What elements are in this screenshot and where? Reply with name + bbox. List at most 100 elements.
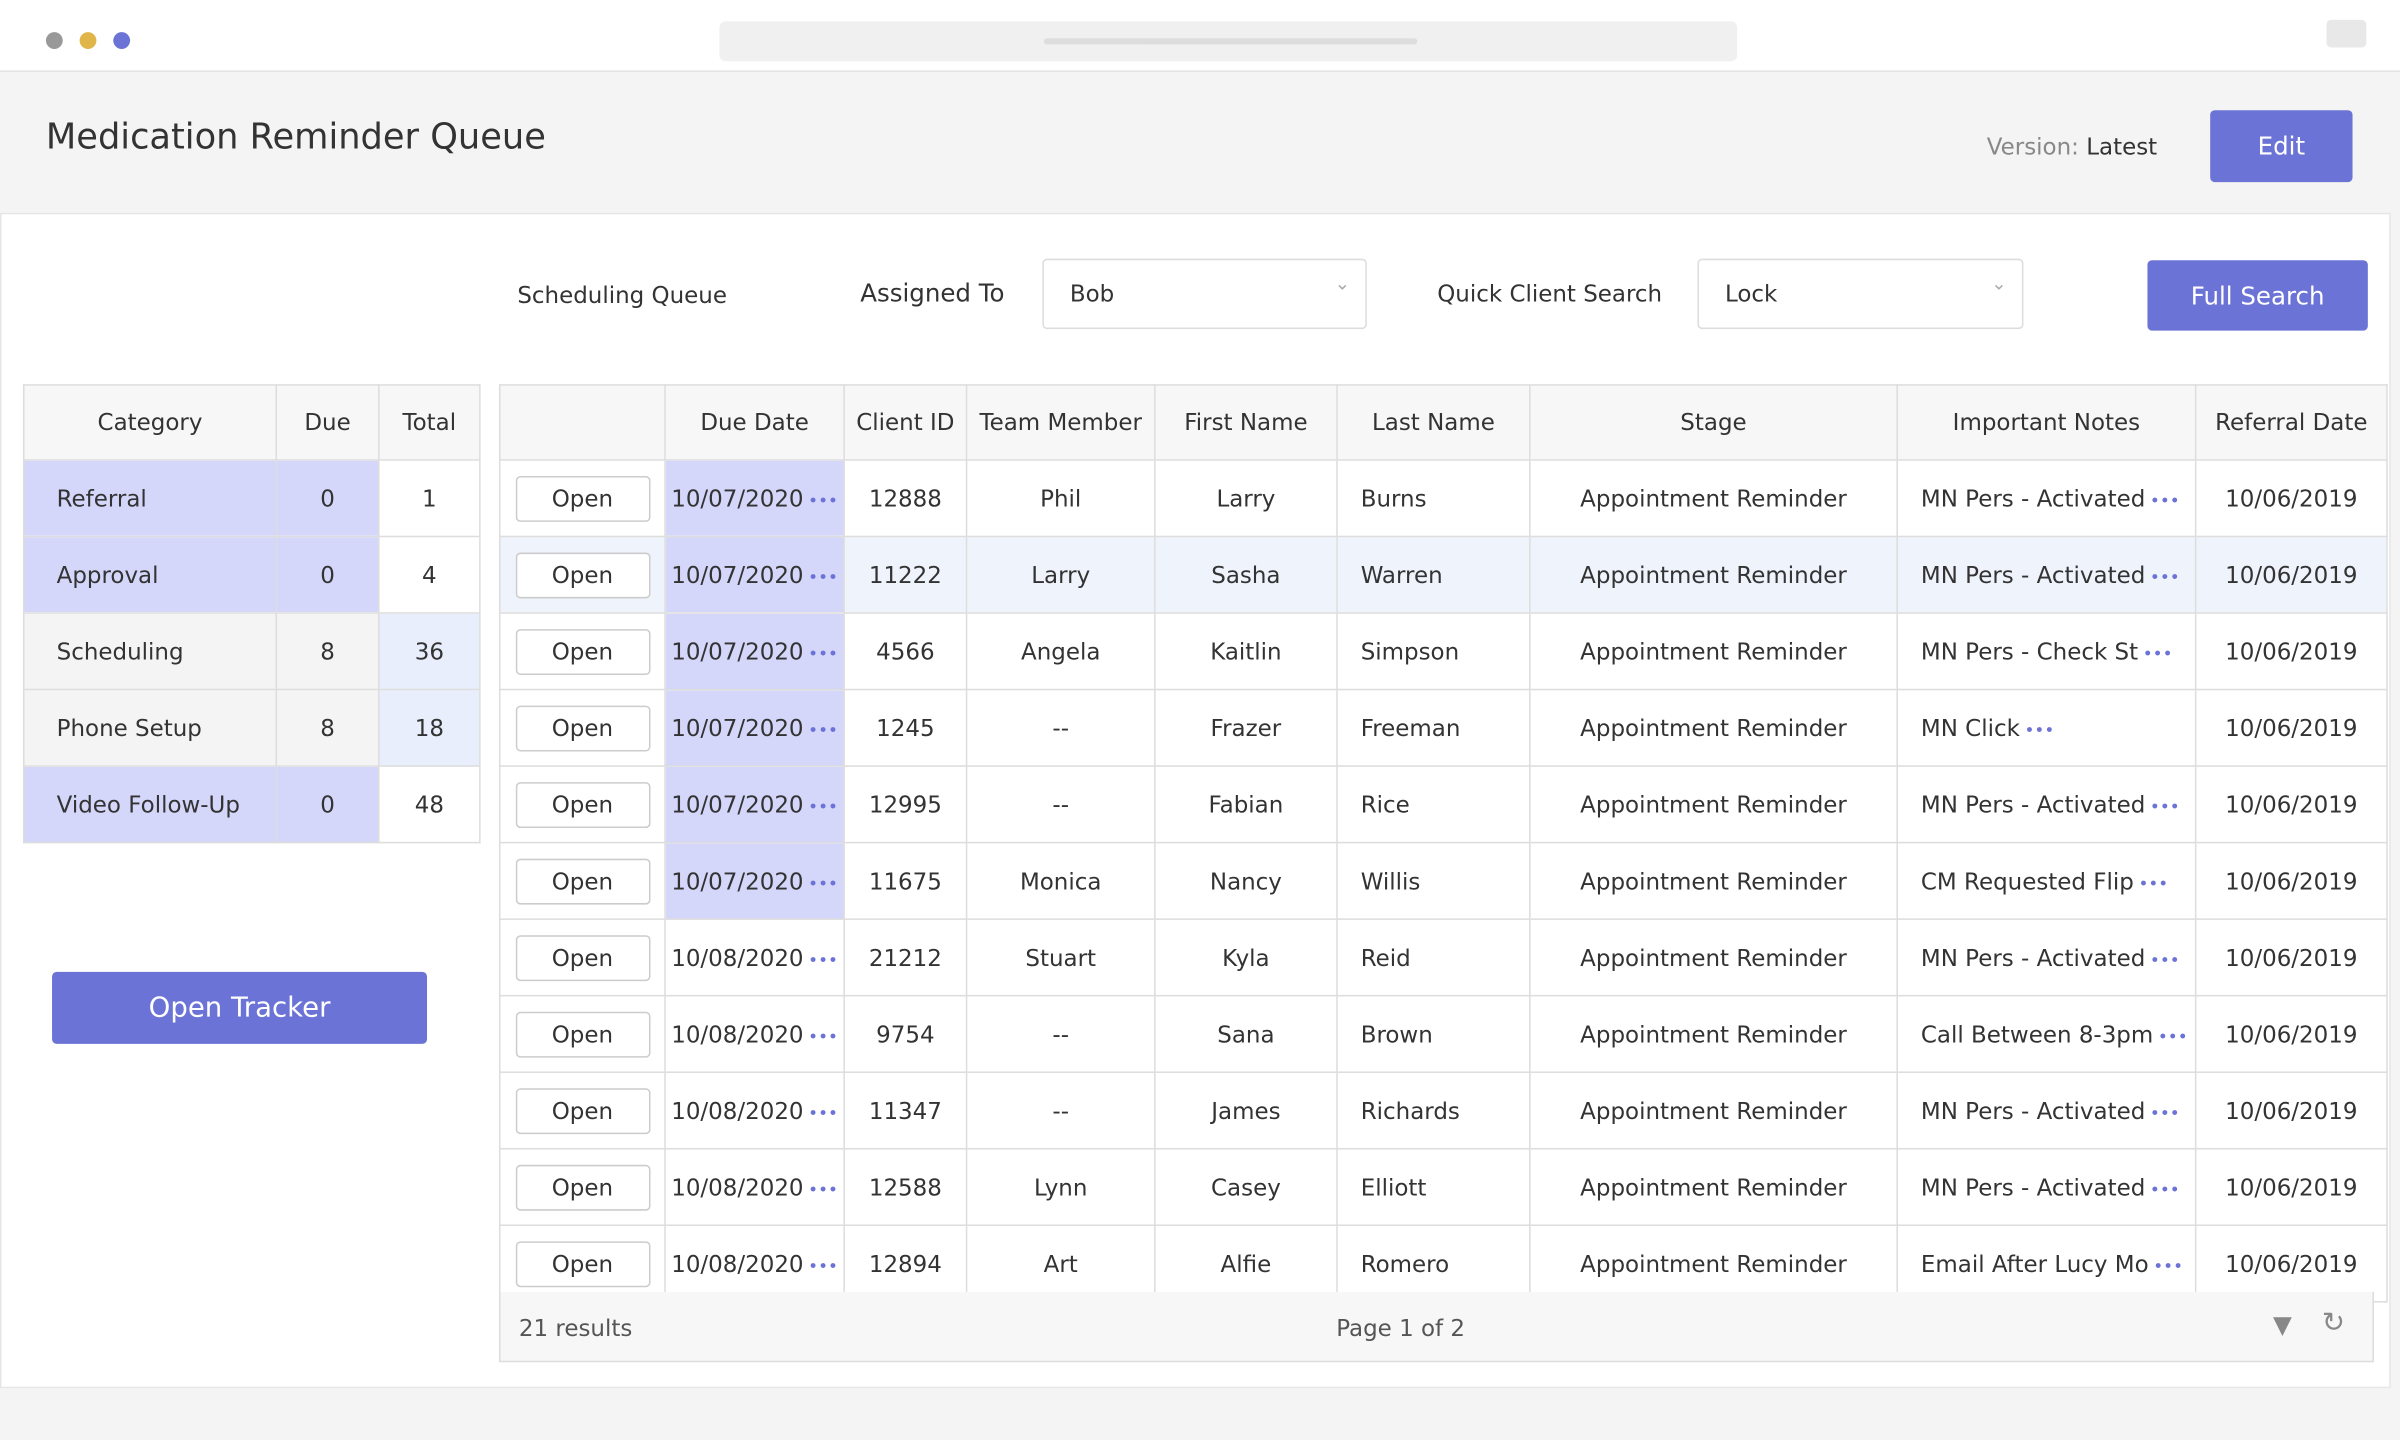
- more-icon[interactable]: •••: [2150, 950, 2180, 970]
- more-icon[interactable]: •••: [808, 1103, 838, 1123]
- table-cell: 10/07/2020•••: [665, 613, 844, 690]
- category-cell: Video Follow-Up: [24, 766, 277, 843]
- open-button[interactable]: Open: [515, 1011, 650, 1057]
- cell-text: 10/07/2020: [671, 637, 803, 665]
- more-icon[interactable]: •••: [808, 567, 838, 587]
- more-icon[interactable]: •••: [808, 873, 838, 893]
- action-cell: Open: [500, 766, 665, 843]
- version-value: Latest: [2086, 133, 2157, 161]
- more-icon[interactable]: •••: [2150, 491, 2180, 511]
- table-row[interactable]: Open10/08/2020•••12894ArtAlfieRomeroAppo…: [500, 1225, 2387, 1302]
- cell-text: Lynn: [1034, 1173, 1087, 1201]
- table-row[interactable]: Open10/07/2020•••12995--FabianRiceAppoin…: [500, 766, 2387, 843]
- action-cell: Open: [500, 536, 665, 613]
- table-cell: 10/07/2020•••: [665, 766, 844, 843]
- table-cell: 10/06/2019: [2196, 460, 2387, 537]
- cell-text: 21212: [869, 944, 942, 972]
- header-row: CategoryDueTotal: [24, 385, 480, 460]
- assigned-select[interactable]: Bob: [1042, 259, 1366, 329]
- table-cell: MN Pers - Activated•••: [1897, 460, 2195, 537]
- table-cell: Appointment Reminder: [1530, 996, 1897, 1073]
- open-button[interactable]: Open: [515, 1164, 650, 1210]
- table-cell: 12588: [844, 1149, 966, 1226]
- table-cell: 10/06/2019: [2196, 996, 2387, 1073]
- more-icon[interactable]: •••: [808, 797, 838, 817]
- open-button[interactable]: Open: [515, 1087, 650, 1133]
- more-icon[interactable]: •••: [2143, 644, 2173, 664]
- open-button[interactable]: Open: [515, 475, 650, 521]
- count-cell: 4: [379, 536, 480, 613]
- table-cell: Kyla: [1155, 919, 1337, 996]
- filter-icon[interactable]: ▼: [2273, 1310, 2292, 1339]
- table-cell: Appointment Reminder: [1530, 460, 1897, 537]
- cell-text: Appointment Reminder: [1580, 1097, 1847, 1125]
- cell-text: 4566: [876, 637, 934, 665]
- address-bar[interactable]: [719, 21, 1737, 61]
- more-icon[interactable]: •••: [2138, 873, 2168, 893]
- cell-text: 10/06/2019: [2225, 637, 2357, 665]
- more-icon[interactable]: •••: [808, 1026, 838, 1046]
- more-icon[interactable]: •••: [808, 720, 838, 740]
- more-icon[interactable]: •••: [2153, 1256, 2183, 1276]
- table-row[interactable]: Open10/07/2020•••11222LarrySashaWarrenAp…: [500, 536, 2387, 613]
- action-cell: Open: [500, 919, 665, 996]
- more-icon[interactable]: •••: [808, 491, 838, 511]
- more-icon[interactable]: •••: [2150, 797, 2180, 817]
- table-cell: 12894: [844, 1225, 966, 1302]
- table-cell: Kaitlin: [1155, 613, 1337, 690]
- table-cell: Burns: [1337, 460, 1530, 537]
- cell-text: Willis: [1361, 867, 1421, 895]
- table-row[interactable]: Open10/07/2020•••1245--FrazerFreemanAppo…: [500, 690, 2387, 767]
- more-icon[interactable]: •••: [808, 644, 838, 664]
- table-cell: Fabian: [1155, 766, 1337, 843]
- column-header: Team Member: [967, 385, 1155, 460]
- table-cell: Willis: [1337, 843, 1530, 920]
- more-icon[interactable]: •••: [2150, 1179, 2180, 1199]
- cell-text: 12894: [869, 1250, 942, 1278]
- queue-label: Scheduling Queue: [517, 282, 727, 310]
- open-button[interactable]: Open: [515, 781, 650, 827]
- table-cell: --: [967, 1072, 1155, 1149]
- full-search-button[interactable]: Full Search: [2147, 260, 2367, 330]
- table-row[interactable]: Open10/08/2020•••11347--JamesRichardsApp…: [500, 1072, 2387, 1149]
- table-cell: 10/08/2020•••: [665, 1225, 844, 1302]
- cell-text: Freeman: [1361, 714, 1461, 742]
- table-cell: MN Pers - Activated•••: [1897, 766, 2195, 843]
- open-button[interactable]: Open: [515, 934, 650, 980]
- table-cell: --: [967, 690, 1155, 767]
- summary-table: CategoryDueTotalReferral01Approval04Sche…: [23, 384, 481, 843]
- cell-text: 10/06/2019: [2225, 791, 2357, 819]
- edit-button[interactable]: Edit: [2210, 110, 2352, 182]
- table-row[interactable]: Open10/08/2020•••12588LynnCaseyElliottAp…: [500, 1149, 2387, 1226]
- cell-text: 10/06/2019: [2225, 867, 2357, 895]
- table-row[interactable]: Open10/07/2020•••11675MonicaNancyWillisA…: [500, 843, 2387, 920]
- cell-text: 12995: [869, 791, 942, 819]
- table-row[interactable]: Open10/07/2020•••12888PhilLarryBurnsAppo…: [500, 460, 2387, 537]
- table-cell: Monica: [967, 843, 1155, 920]
- more-icon[interactable]: •••: [2150, 567, 2180, 587]
- more-icon[interactable]: •••: [808, 1256, 838, 1276]
- open-button[interactable]: Open: [515, 858, 650, 904]
- open-tracker-button[interactable]: Open Tracker: [52, 972, 427, 1044]
- refresh-icon[interactable]: ↻: [2322, 1307, 2345, 1339]
- search-input[interactable]: Lock: [1697, 259, 2023, 329]
- more-icon[interactable]: •••: [2158, 1026, 2188, 1046]
- open-button[interactable]: Open: [515, 628, 650, 674]
- open-button[interactable]: Open: [515, 552, 650, 598]
- more-icon[interactable]: •••: [2025, 720, 2055, 740]
- table-cell: 10/08/2020•••: [665, 996, 844, 1073]
- column-header: Due: [276, 385, 379, 460]
- cell-text: --: [1052, 714, 1069, 742]
- cell-text: MN Pers - Activated: [1921, 561, 2145, 589]
- table-row[interactable]: Open10/08/2020•••21212StuartKylaReidAppo…: [500, 919, 2387, 996]
- open-button[interactable]: Open: [515, 1241, 650, 1287]
- more-icon[interactable]: •••: [808, 950, 838, 970]
- more-icon[interactable]: •••: [808, 1179, 838, 1199]
- table-row[interactable]: Open10/08/2020•••9754--SanaBrownAppointm…: [500, 996, 2387, 1073]
- cell-text: Monica: [1020, 867, 1101, 895]
- category-cell: Scheduling: [24, 613, 277, 690]
- table-cell: 10/06/2019: [2196, 1225, 2387, 1302]
- more-icon[interactable]: •••: [2150, 1103, 2180, 1123]
- table-row[interactable]: Open10/07/2020•••4566AngelaKaitlinSimpso…: [500, 613, 2387, 690]
- open-button[interactable]: Open: [515, 705, 650, 751]
